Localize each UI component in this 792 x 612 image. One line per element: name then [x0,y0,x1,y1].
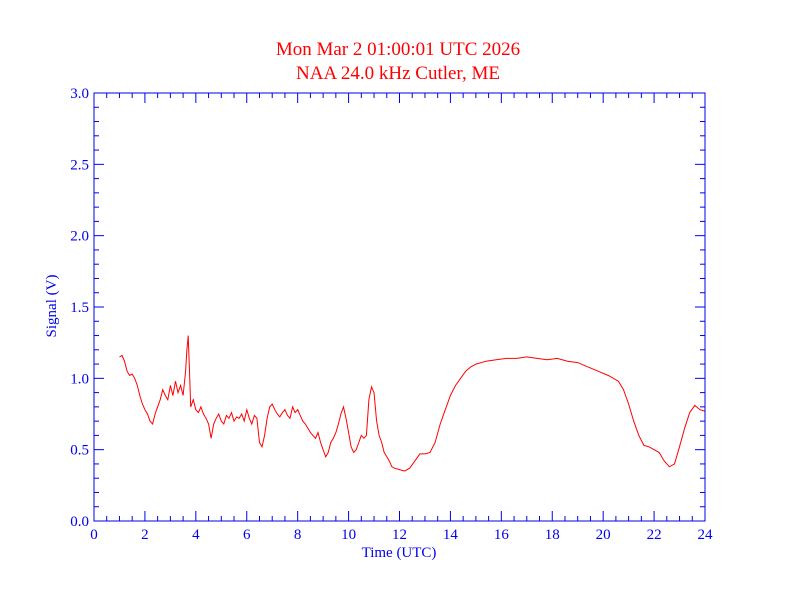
x-tick-label: 6 [243,527,251,543]
x-tick-label: 10 [341,527,356,543]
chart-subtitle: NAA 24.0 kHz Cutler, ME [296,63,500,84]
x-tick-label: 18 [545,527,560,543]
x-tick-label: 16 [494,527,510,543]
x-tick-label: 2 [141,527,149,543]
x-tick-label: 22 [647,527,662,543]
x-tick-label: 0 [90,527,98,543]
y-tick-label: 0.5 [70,443,89,459]
x-axis-label: Time (UTC) [362,545,437,561]
y-tick-label: 2.0 [70,229,89,245]
y-tick-label: 1.0 [70,371,89,387]
axis-ticks [93,92,706,522]
x-tick-label: 12 [392,527,407,543]
y-tick-label: 0.0 [70,514,89,530]
x-tick-label: 4 [192,527,200,543]
plot-frame [93,92,706,522]
x-tick-label: 24 [698,527,714,543]
x-tick-label: 8 [294,527,302,543]
y-tick-label: 2.5 [70,157,89,173]
y-axis-label: Signal (V) [44,275,60,338]
y-tick-label: 1.5 [70,300,89,316]
axis-tick-labels: 0 2 4 6 8 10 12 14 16 18 20 22 240.00.51.01.52.02.53… [70,86,713,543]
x-tick-label: 14 [443,527,459,543]
signal-series-line [119,335,706,472]
chart-title: Mon Mar 2 01:00:01 UTC 2026 [276,39,520,60]
x-tick-label: 20 [596,527,611,543]
y-tick-label: 3.0 [70,86,89,102]
